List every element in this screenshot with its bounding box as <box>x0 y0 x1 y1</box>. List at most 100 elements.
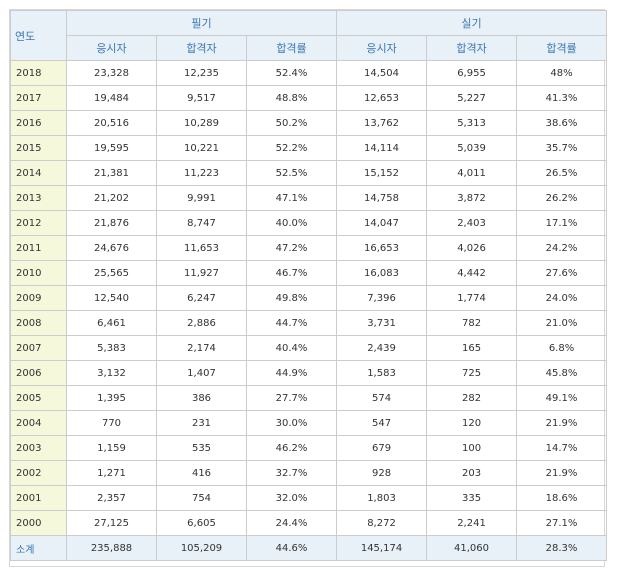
header-row-sub: 응시자 합격자 합격률 응시자 합격자 합격률 <box>11 35 608 61</box>
table-cell: 24,676 <box>66 235 157 261</box>
table-cell: 27,125 <box>66 510 157 536</box>
column-header: 합격률 <box>516 35 608 61</box>
total-label-cell: 소계 <box>10 535 67 561</box>
table-cell: 11,927 <box>156 260 247 286</box>
table-cell: 32.7% <box>245 460 338 486</box>
table-cell: 25,565 <box>66 260 157 286</box>
table-row: 2000 27,125 6,605 24.4% 8,272 2,241 27.1% <box>10 510 608 536</box>
table-cell: 2,439 <box>336 335 428 361</box>
table-cell: 165 <box>426 335 518 361</box>
table-cell: 6,461 <box>66 310 157 336</box>
table-cell: 1,407 <box>156 360 247 386</box>
year-cell: 2013 <box>10 185 67 211</box>
table-cell: 6,955 <box>426 60 518 86</box>
table-cell: 46.2% <box>245 435 338 461</box>
table-cell: 27.7% <box>245 385 338 411</box>
table-cell: 52.5% <box>245 160 338 186</box>
table-cell: 4,011 <box>426 160 518 186</box>
table-cell: 26.5% <box>516 160 608 186</box>
table-cell: 235,888 <box>66 535 157 561</box>
table-cell: 3,731 <box>336 310 428 336</box>
table-cell: 11,223 <box>156 160 247 186</box>
table-cell: 9,517 <box>156 85 247 111</box>
table-cell: 1,159 <box>66 435 157 461</box>
table-row: 2003 1,159 535 46.2% 679 100 14.7% <box>10 435 608 461</box>
table-row: 2006 3,132 1,407 44.9% 1,583 725 45.8% <box>10 360 608 386</box>
table-cell: 12,235 <box>156 60 247 86</box>
table-cell: 782 <box>426 310 518 336</box>
table-cell: 5,227 <box>426 85 518 111</box>
table-cell: 5,383 <box>66 335 157 361</box>
table-cell: 52.4% <box>245 60 338 86</box>
table-cell: 5,039 <box>426 135 518 161</box>
table-cell: 41.3% <box>516 85 608 111</box>
table-cell: 24.4% <box>245 510 338 536</box>
table-cell: 2,886 <box>156 310 247 336</box>
table-cell: 120 <box>426 410 518 436</box>
column-header: 합격률 <box>245 35 338 61</box>
table-cell: 1,583 <box>336 360 428 386</box>
table-cell: 24.0% <box>516 285 608 311</box>
total-row: 소계 235,888 105,209 44.6% 145,174 41,060 … <box>10 535 608 561</box>
table-cell: 1,271 <box>66 460 157 486</box>
exam-stats-table: 연도 필기 실기 응시자 합격자 합격률 응시자 합격자 합격률 2018 23,… <box>10 10 608 561</box>
table-cell: 547 <box>336 410 428 436</box>
table-cell: 40.0% <box>245 210 338 236</box>
table-cell: 725 <box>426 360 518 386</box>
table-cell: 49.8% <box>245 285 338 311</box>
year-cell: 2016 <box>10 110 67 136</box>
table-cell: 145,174 <box>336 535 428 561</box>
year-column-header: 연도 <box>10 10 67 61</box>
table-cell: 19,595 <box>66 135 157 161</box>
year-cell: 2010 <box>10 260 67 286</box>
table-cell: 14,047 <box>336 210 428 236</box>
table-row: 2010 25,565 11,927 46.7% 16,083 4,442 27.6% <box>10 260 608 286</box>
year-cell: 2008 <box>10 310 67 336</box>
table-cell: 15,152 <box>336 160 428 186</box>
table-cell: 4,026 <box>426 235 518 261</box>
year-cell: 2001 <box>10 485 67 511</box>
table-cell: 535 <box>156 435 247 461</box>
table-cell: 20,516 <box>66 110 157 136</box>
table-cell: 9,991 <box>156 185 247 211</box>
practical-group-header: 실기 <box>336 10 608 36</box>
table-cell: 21.9% <box>516 410 608 436</box>
table-cell: 17.1% <box>516 210 608 236</box>
table-cell: 24.2% <box>516 235 608 261</box>
table-cell: 14,758 <box>336 185 428 211</box>
table-cell: 52.2% <box>245 135 338 161</box>
column-header: 응시자 <box>336 35 428 61</box>
column-header: 합격자 <box>426 35 518 61</box>
header-row-top: 연도 필기 실기 <box>10 10 608 61</box>
table-row: 2013 21,202 9,991 47.1% 14,758 3,872 26.2% <box>10 185 608 211</box>
table-cell: 28.3% <box>516 535 608 561</box>
table-cell: 21.9% <box>516 460 608 486</box>
table-cell: 44.6% <box>245 535 338 561</box>
table-cell: 5,313 <box>426 110 518 136</box>
table-cell: 2,174 <box>156 335 247 361</box>
year-cell: 2006 <box>10 360 67 386</box>
table-cell: 416 <box>156 460 247 486</box>
table-cell: 2,241 <box>426 510 518 536</box>
table-cell: 928 <box>336 460 428 486</box>
table-row: 2015 19,595 10,221 52.2% 14,114 5,039 35.7% <box>10 135 608 161</box>
table-cell: 47.2% <box>245 235 338 261</box>
year-cell: 2000 <box>10 510 67 536</box>
table-cell: 754 <box>156 485 247 511</box>
table-cell: 11,653 <box>156 235 247 261</box>
table-row: 2014 21,381 11,223 52.5% 15,152 4,011 26.5% <box>10 160 608 186</box>
year-cell: 2017 <box>10 85 67 111</box>
table-cell: 2,357 <box>66 485 157 511</box>
table-cell: 50.2% <box>245 110 338 136</box>
table-cell: 21,381 <box>66 160 157 186</box>
table-cell: 13,762 <box>336 110 428 136</box>
table-cell: 2,403 <box>426 210 518 236</box>
table-cell: 32.0% <box>245 485 338 511</box>
year-cell: 2009 <box>10 285 67 311</box>
table-cell: 1,803 <box>336 485 428 511</box>
table-row: 2001 2,357 754 32.0% 1,803 335 18.6% <box>10 485 608 511</box>
table-cell: 38.6% <box>516 110 608 136</box>
table-row: 2002 1,271 416 32.7% 928 203 21.9% <box>10 460 608 486</box>
table-row: 2017 19,484 9,517 48.8% 12,653 5,227 41.3% <box>10 85 608 111</box>
table-body: 2018 23,328 12,235 52.4% 14,504 6,955 48% 2017 1… <box>10 60 608 561</box>
